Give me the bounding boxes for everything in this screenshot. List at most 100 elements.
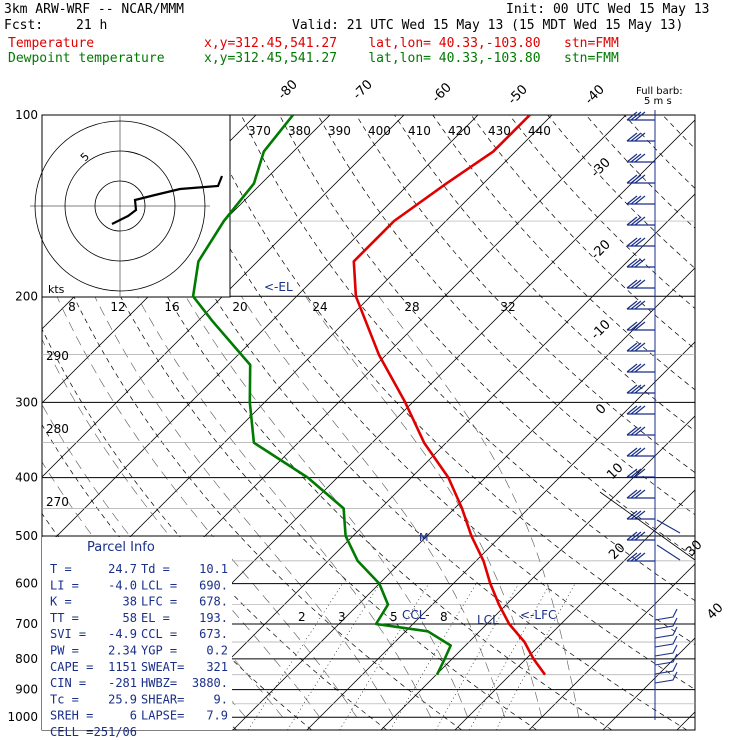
forecast-hour: 21 h xyxy=(76,18,108,33)
parcel-info-value: 25.9 xyxy=(108,692,137,706)
wind-barb xyxy=(626,279,655,289)
parcel-info-value: 9. xyxy=(214,692,228,706)
wind-barb xyxy=(626,216,655,226)
wind-barb xyxy=(654,626,678,639)
wind-barb xyxy=(656,519,681,561)
dry-adiabat xyxy=(202,115,695,646)
wind-barb xyxy=(626,552,655,562)
isotherm-line xyxy=(602,637,695,730)
isotherm-label: -40 xyxy=(582,82,608,108)
pressure-tick-label: 700 xyxy=(15,617,38,631)
parcel-info-panel xyxy=(42,537,232,730)
theta-label: 390 xyxy=(328,124,351,138)
isotherm-label: -70 xyxy=(350,77,376,103)
wind-barb xyxy=(626,174,655,184)
forecast-label: Fcst: xyxy=(4,18,44,33)
legend-temperature-info: x,y=312.45,541.27 lat,lon= 40.33,-103.80… xyxy=(204,36,619,51)
wind-barb xyxy=(626,405,655,415)
hodograph-speed-label: 24 xyxy=(312,300,327,314)
hodograph-speed-label: 16 xyxy=(164,300,179,314)
theta-label: 420 xyxy=(448,124,471,138)
parcel-info-value: 6 xyxy=(130,709,137,723)
wind-barb xyxy=(626,510,655,520)
wind-barb xyxy=(626,384,655,394)
parcel-info-value: 7.9 xyxy=(206,709,228,723)
wind-barb xyxy=(626,447,655,457)
theta-label: 410 xyxy=(408,124,431,138)
init-time: Init: 00 UTC Wed 15 May 13 xyxy=(506,2,710,17)
dry-adiabat xyxy=(87,115,613,730)
left-theta-label: 290 xyxy=(46,349,69,363)
parcel-info-value: -4.9 xyxy=(108,627,137,641)
isotherm-line xyxy=(676,711,695,730)
parcel-info-value: 193. xyxy=(199,611,228,625)
isotherm-line xyxy=(528,563,695,730)
pressure-tick-label: 300 xyxy=(15,395,38,409)
mixing-ratio-label: 3 xyxy=(338,610,346,624)
pressure-tick-label: 100 xyxy=(15,108,38,122)
parcel-info-key: Td = xyxy=(141,562,170,576)
pressure-tick-label: 600 xyxy=(15,577,38,591)
moist-adiabat xyxy=(137,296,431,718)
parcel-info-key: HWBZ= xyxy=(141,676,177,690)
parcel-info-key: CIN = xyxy=(50,676,86,690)
mixing-ratio-label: 5 xyxy=(390,610,398,624)
wind-barb xyxy=(626,363,655,373)
wind-barb xyxy=(626,237,655,247)
moist-adiabat xyxy=(241,296,505,718)
wind-barb xyxy=(654,635,678,648)
pressure-tick-label: 400 xyxy=(15,471,38,485)
legend-dewpoint-label: Dewpoint temperature xyxy=(8,51,165,66)
isotherm-line xyxy=(306,341,695,730)
hodograph-units-label: kts xyxy=(48,283,65,296)
level-label: <-EL xyxy=(264,280,293,294)
isotherm-label: 30 xyxy=(683,538,705,560)
parcel-info-key: TT = xyxy=(50,611,79,625)
parcel-info-value: 3880. xyxy=(192,676,228,690)
legend-temperature-label: Temperature xyxy=(8,36,95,51)
parcel-info-key: CELL = xyxy=(50,725,93,739)
parcel-info-key: T = xyxy=(50,562,72,576)
parcel-info-title: Parcel Info xyxy=(87,540,155,555)
temperature-trace xyxy=(352,115,547,676)
pressure-tick-label: 500 xyxy=(15,529,38,543)
hodograph-speed-label: 12 xyxy=(110,300,125,314)
wind-barb xyxy=(626,321,655,331)
pressure-tick-label: 200 xyxy=(15,289,38,303)
parcel-info-key: LFC = xyxy=(141,595,177,609)
parcel-info-key: CCL = xyxy=(141,627,177,641)
level-label: LCL xyxy=(477,613,499,627)
isotherm-line xyxy=(0,115,34,730)
isotherm-label: 10 xyxy=(604,461,626,483)
isotherm-label: 0 xyxy=(593,401,609,417)
parcel-info-value: 2.34 xyxy=(108,644,137,658)
hodograph-trace xyxy=(111,175,224,225)
sounding-boundary xyxy=(599,491,696,561)
wind-barb xyxy=(626,258,655,268)
moist-adiabat xyxy=(42,404,283,718)
wind-barb xyxy=(626,489,655,499)
dry-adiabat xyxy=(394,115,695,432)
parcel-info-value: 38 xyxy=(123,595,137,609)
wind-barb xyxy=(654,671,678,684)
dry-adiabat xyxy=(49,115,537,730)
dry-adiabat xyxy=(432,115,695,391)
parcel-info-value: 24.7 xyxy=(108,562,137,576)
pressure-tick-label: 900 xyxy=(15,683,38,697)
parcel-info-key: PW = xyxy=(50,644,79,658)
theta-label: 400 xyxy=(368,124,391,138)
mixing-ratio-line xyxy=(389,583,477,730)
parcel-info-key: SVI = xyxy=(50,627,86,641)
parcel-info-key: LAPSE= xyxy=(141,709,184,723)
wind-barb xyxy=(626,468,655,478)
isotherm-label: -30 xyxy=(588,155,614,181)
dry-adiabat xyxy=(279,115,695,558)
isotherm-label: -60 xyxy=(429,80,455,106)
parcel-info-key: EL = xyxy=(141,611,170,625)
isotherm-label: -10 xyxy=(588,317,614,343)
theta-label: 370 xyxy=(248,124,271,138)
dry-adiabat xyxy=(509,115,695,310)
parcel-info-key: LI = xyxy=(50,578,79,592)
parcel-info-value: 690. xyxy=(199,578,228,592)
